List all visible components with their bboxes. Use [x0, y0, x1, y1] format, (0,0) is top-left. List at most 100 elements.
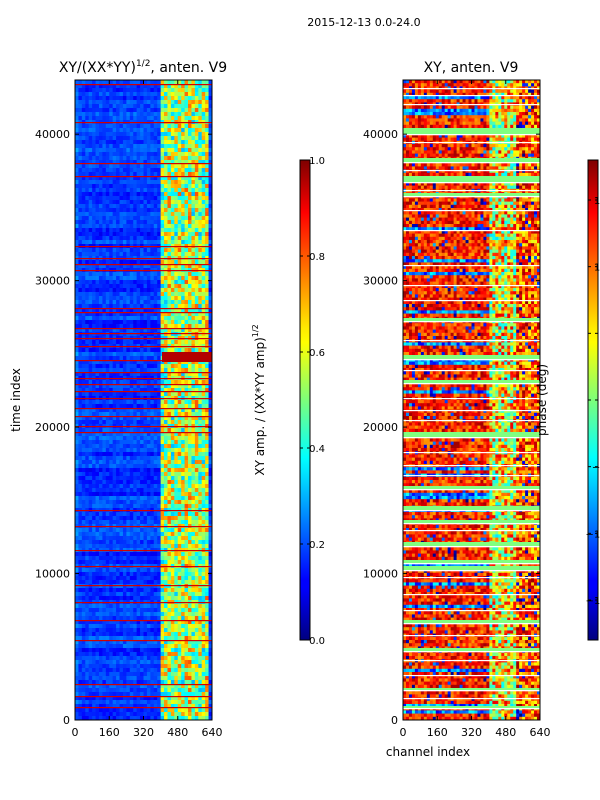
heatmap-cell — [81, 312, 86, 317]
heatmap-cell — [184, 140, 189, 145]
heatmap-cell — [184, 416, 189, 421]
heatmap-cell — [174, 348, 179, 353]
heatmap-cell — [102, 304, 107, 309]
heatmap-cell — [136, 472, 141, 477]
heatmap-cell — [88, 264, 93, 269]
heatmap-cell — [198, 260, 203, 265]
heatmap-cell — [75, 412, 79, 417]
heatmap-cell — [85, 412, 89, 417]
heatmap-cell — [92, 92, 96, 97]
heatmap-cell — [129, 216, 134, 221]
heatmap-cell — [95, 348, 100, 353]
heatmap-cell — [136, 272, 141, 277]
heatmap-cell — [122, 168, 127, 173]
heatmap-cell — [160, 308, 165, 313]
heatmap-cell — [167, 316, 172, 321]
heatmap-cell — [116, 512, 120, 517]
heatmap-cell — [194, 204, 199, 209]
heatmap-cell — [160, 456, 165, 461]
heatmap-cell — [126, 360, 131, 365]
heatmap-cell — [112, 504, 117, 509]
heatmap-cell — [198, 384, 203, 389]
heatmap-cell — [201, 284, 206, 289]
heatmap-cell — [184, 480, 189, 485]
heatmap-cell — [133, 552, 137, 557]
heatmap-cell — [157, 348, 161, 353]
heatmap-cell — [143, 184, 148, 189]
heatmap-cell — [105, 116, 110, 121]
heatmap-cell — [75, 372, 79, 377]
heatmap-cell — [129, 464, 134, 469]
heatmap-cell — [198, 364, 203, 369]
heatmap-cell — [153, 180, 158, 185]
heatmap-cell — [153, 304, 158, 309]
heatmap-cell — [157, 356, 161, 361]
heatmap-cell — [136, 104, 141, 109]
heatmap-cell — [102, 144, 107, 149]
heatmap-cell — [92, 420, 96, 425]
heatmap-cell — [184, 372, 189, 377]
heatmap-cell — [109, 556, 113, 561]
heatmap-cell — [164, 560, 168, 565]
heatmap-cell — [181, 224, 185, 229]
heatmap-cell — [177, 500, 182, 505]
heatmap-cell — [146, 444, 151, 449]
heatmap-cell — [126, 136, 131, 141]
heatmap-cell — [143, 212, 148, 217]
heatmap-cell — [188, 488, 192, 493]
heatmap-cell — [184, 448, 189, 453]
heatmap-cell — [191, 192, 196, 197]
heatmap-cell — [150, 500, 155, 505]
heatmap-cell — [105, 232, 110, 237]
heatmap-cell — [191, 116, 196, 121]
heatmap-cell — [205, 360, 209, 365]
heatmap-cell — [88, 420, 93, 425]
heatmap-cell — [143, 468, 148, 473]
heatmap-cell — [174, 308, 179, 313]
heatmap-cell — [75, 160, 79, 165]
heatmap-cell — [170, 300, 175, 305]
heatmap-cell — [164, 380, 168, 385]
heatmap-cell — [153, 188, 158, 193]
heatmap-cell — [116, 312, 120, 317]
heatmap-cell — [122, 552, 127, 557]
heatmap-cell — [167, 312, 172, 317]
heatmap-cell — [191, 388, 196, 393]
heatmap-cell — [160, 240, 165, 245]
heatmap-cell — [157, 528, 161, 533]
heatmap-cell — [194, 388, 199, 393]
heatmap-cell — [191, 180, 196, 185]
heatmap-cell — [116, 276, 120, 281]
heatmap-cell — [119, 240, 124, 245]
heatmap-cell — [157, 496, 161, 501]
heatmap-cell — [109, 296, 113, 301]
heatmap-cell — [164, 144, 168, 149]
heatmap-cell — [164, 172, 168, 177]
heatmap-cell — [208, 152, 212, 157]
heatmap-cell — [174, 300, 179, 305]
heatmap-cell — [201, 416, 206, 421]
heatmap-cell — [119, 532, 124, 537]
heatmap-cell — [88, 464, 93, 469]
heatmap-cell — [174, 140, 179, 145]
heatmap-cell — [78, 236, 83, 241]
heatmap-cell — [150, 136, 155, 141]
heatmap-cell — [167, 420, 172, 425]
heatmap-cell — [102, 452, 107, 457]
heatmap-cell — [188, 444, 192, 449]
heatmap-cell — [150, 452, 155, 457]
heatmap-cell — [146, 368, 151, 373]
heatmap-cell — [177, 512, 182, 517]
heatmap-cell — [109, 292, 113, 297]
heatmap-cell — [164, 88, 168, 93]
heatmap-cell — [150, 220, 155, 225]
heatmap-cell — [164, 208, 168, 213]
heatmap-cell — [143, 240, 148, 245]
heatmap-cell — [191, 544, 196, 549]
heatmap-cell — [140, 236, 144, 241]
heatmap-cell — [136, 392, 141, 397]
heatmap-cell — [188, 96, 192, 101]
heatmap-cell — [109, 384, 113, 389]
heatmap-cell — [109, 212, 113, 217]
heatmap-cell — [105, 220, 110, 225]
